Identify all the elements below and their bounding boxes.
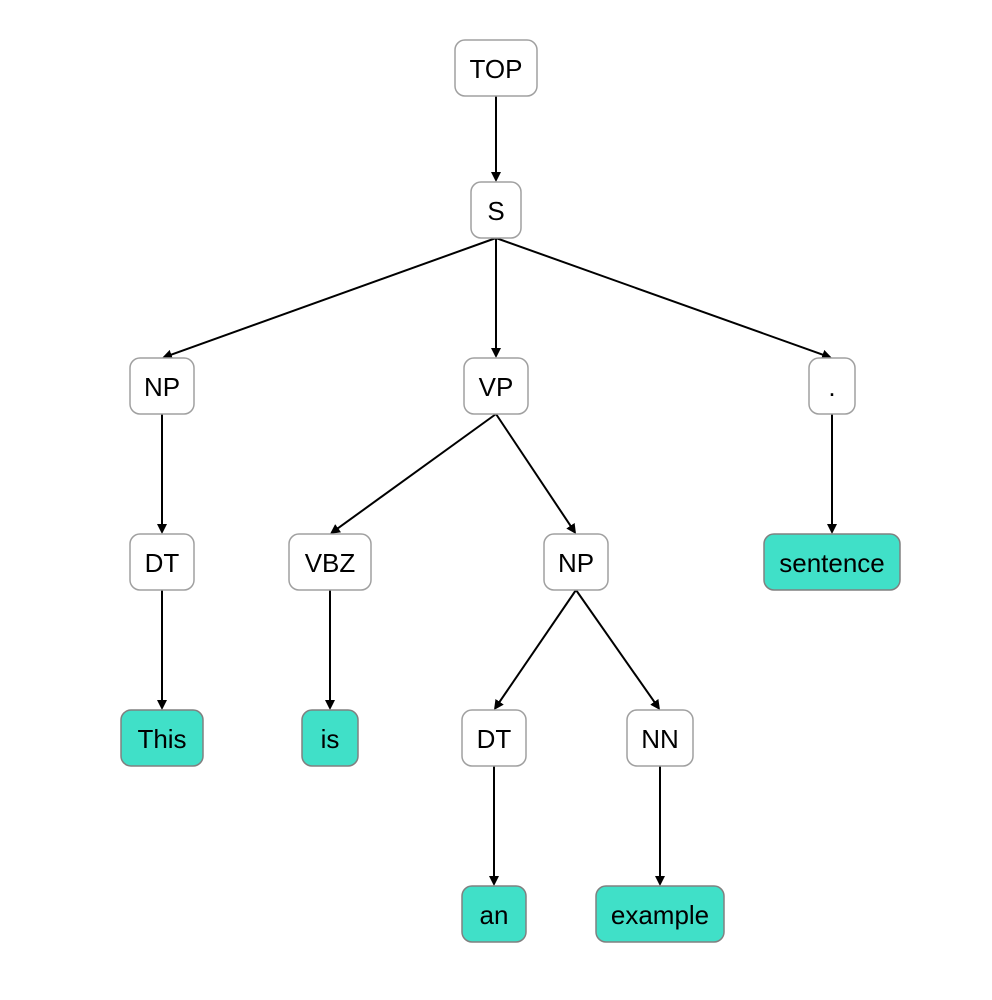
tree-internal-node: DT (130, 534, 194, 590)
tree-edge (495, 590, 576, 708)
tree-internal-node: NP (130, 358, 194, 414)
tree-leaf-node: This (121, 710, 203, 766)
node-label: S (487, 196, 504, 226)
node-label: This (137, 724, 186, 754)
tree-internal-node: . (809, 358, 855, 414)
node-label: DT (145, 548, 180, 578)
node-label: VP (479, 372, 514, 402)
tree-internal-node: NN (627, 710, 693, 766)
tree-leaf-node: sentence (764, 534, 900, 590)
tree-edge (496, 238, 830, 357)
tree-edge (332, 414, 496, 533)
tree-leaf-node: example (596, 886, 724, 942)
node-label: DT (477, 724, 512, 754)
nodes-layer: TOP S NP VP. DT VBZ NP DT NN This is sentence an exam… (121, 40, 900, 942)
tree-edge (576, 590, 659, 708)
tree-internal-node: VP (464, 358, 528, 414)
tree-internal-node: S (471, 182, 521, 238)
node-label: TOP (470, 54, 523, 84)
tree-leaf-node: is (302, 710, 358, 766)
node-label: NN (641, 724, 679, 754)
node-label: example (611, 900, 709, 930)
tree-internal-node: TOP (455, 40, 537, 96)
tree-edge (496, 414, 575, 532)
node-label: sentence (779, 548, 885, 578)
tree-leaf-node: an (462, 886, 526, 942)
node-label: NP (558, 548, 594, 578)
node-label: NP (144, 372, 180, 402)
node-label: is (321, 724, 340, 754)
tree-edge (164, 238, 496, 357)
tree-internal-node: VBZ (289, 534, 371, 590)
node-label: an (480, 900, 509, 930)
tree-internal-node: DT (462, 710, 526, 766)
parse-tree-diagram: TOP S NP VP. DT VBZ NP DT NN This is sentence an exam… (0, 0, 992, 1000)
tree-internal-node: NP (544, 534, 608, 590)
node-label: . (828, 372, 835, 402)
node-label: VBZ (305, 548, 356, 578)
